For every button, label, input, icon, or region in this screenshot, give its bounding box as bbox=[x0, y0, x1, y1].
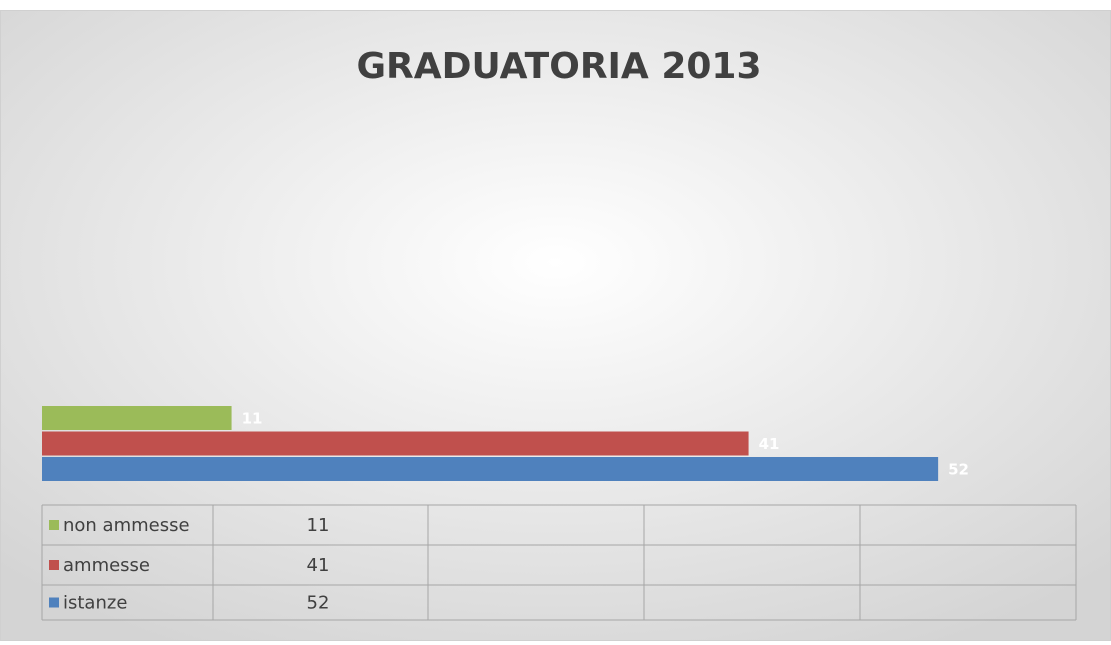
data-label: 41 bbox=[759, 435, 780, 453]
chart-title: GRADUATORIA 2013 bbox=[356, 46, 761, 87]
legend-label: istanze bbox=[63, 593, 127, 614]
chart-background bbox=[0, 10, 1111, 641]
data-label: 52 bbox=[948, 461, 969, 479]
data-label: 11 bbox=[242, 410, 263, 428]
legend-key bbox=[49, 597, 59, 608]
legend-label: ammesse bbox=[63, 555, 150, 576]
bar bbox=[42, 431, 749, 456]
bar bbox=[42, 406, 232, 430]
legend-label: non ammesse bbox=[63, 515, 190, 536]
legend-key bbox=[49, 560, 59, 570]
table-value: 11 bbox=[307, 515, 330, 536]
table-value: 41 bbox=[307, 555, 330, 576]
legend-key bbox=[49, 520, 59, 530]
table-value: 52 bbox=[307, 593, 330, 614]
bar bbox=[42, 457, 939, 481]
